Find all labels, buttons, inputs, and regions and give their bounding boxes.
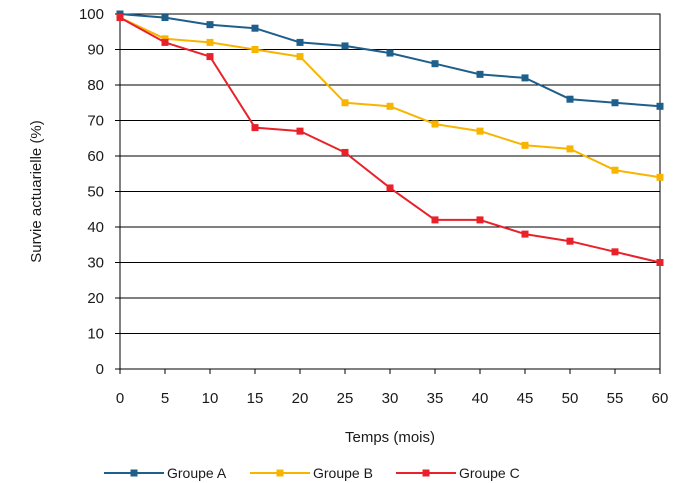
data-point — [161, 35, 169, 43]
x-axis-ticks: 0 5 10 15 20 25 30 35 40 45 50 55 60 — [116, 369, 669, 407]
series-2 — [116, 14, 664, 266]
data-point — [341, 148, 349, 156]
data-point — [431, 60, 439, 68]
y-tick-label: 40 — [87, 219, 104, 236]
data-point — [296, 38, 304, 46]
legend-item: Groupe A — [104, 465, 227, 481]
x-tick-label: 20 — [292, 390, 309, 407]
series-layer — [116, 10, 664, 266]
legend-label: Groupe A — [167, 465, 227, 481]
data-point — [566, 95, 574, 103]
y-tick-label: 60 — [87, 148, 104, 165]
data-point — [611, 166, 619, 174]
legend-marker — [422, 469, 430, 477]
data-point — [251, 124, 259, 132]
data-point — [206, 21, 214, 29]
x-tick-label: 60 — [652, 390, 669, 407]
data-point — [251, 46, 259, 53]
data-point — [566, 237, 574, 245]
y-axis-label: Survie actuarielle (%) — [28, 120, 45, 263]
legend: Groupe A Groupe B Groupe C — [104, 465, 520, 481]
y-tick-label: 20 — [87, 290, 104, 307]
data-point — [386, 49, 394, 57]
y-tick-label: 30 — [87, 255, 104, 272]
data-point — [386, 184, 394, 192]
legend-marker — [130, 469, 138, 477]
x-tick-label: 10 — [202, 390, 219, 407]
data-point — [296, 127, 304, 135]
data-point — [116, 14, 124, 22]
data-point — [476, 70, 484, 78]
data-point — [566, 145, 574, 153]
series-1 — [116, 14, 664, 181]
y-tick-label: 80 — [87, 77, 104, 94]
data-point — [296, 53, 304, 61]
data-point — [341, 99, 349, 107]
y-tick-label: 70 — [87, 113, 104, 130]
data-point — [251, 24, 259, 32]
series-line — [119, 16, 661, 179]
data-point — [521, 141, 529, 149]
data-point — [521, 230, 529, 238]
x-tick-label: 40 — [472, 390, 489, 407]
data-point — [656, 102, 664, 110]
x-tick-label: 25 — [337, 390, 354, 407]
data-point — [161, 14, 169, 22]
data-point — [431, 216, 439, 224]
data-point — [116, 10, 124, 18]
legend-item: Groupe B — [250, 465, 373, 481]
y-tick-label: 10 — [87, 326, 104, 343]
data-point — [476, 127, 484, 135]
series-0 — [116, 10, 664, 110]
series-line — [119, 13, 661, 108]
data-point — [341, 42, 349, 50]
data-point — [656, 259, 664, 266]
legend-label: Groupe B — [313, 465, 373, 481]
x-tick-label: 50 — [562, 390, 579, 407]
legend-marker — [276, 469, 284, 477]
x-tick-label: 45 — [517, 390, 534, 407]
data-point — [206, 53, 214, 61]
legend-item: Groupe C — [396, 465, 520, 481]
data-point — [521, 74, 529, 82]
x-tick-label: 55 — [607, 390, 624, 407]
data-point — [656, 173, 664, 181]
legend-label: Groupe C — [459, 465, 520, 481]
x-tick-label: 0 — [116, 390, 124, 407]
y-tick-label: 100 — [79, 6, 104, 23]
x-axis-label: Temps (mois) — [345, 429, 435, 446]
data-point — [161, 38, 169, 46]
data-point — [611, 99, 619, 107]
y-tick-label: 0 — [96, 361, 104, 378]
data-point — [206, 38, 214, 46]
x-tick-label: 30 — [382, 390, 399, 407]
data-point — [611, 248, 619, 256]
data-point — [386, 102, 394, 110]
x-tick-label: 35 — [427, 390, 444, 407]
data-point — [431, 120, 439, 128]
y-axis-ticks: 0 10 20 30 40 50 60 70 80 90 100 — [79, 6, 120, 378]
x-tick-label: 5 — [161, 390, 169, 407]
y-tick-label: 50 — [87, 184, 104, 201]
gridlines — [120, 49, 660, 334]
data-point — [476, 216, 484, 224]
x-tick-label: 15 — [247, 390, 264, 407]
y-tick-label: 90 — [87, 42, 104, 59]
